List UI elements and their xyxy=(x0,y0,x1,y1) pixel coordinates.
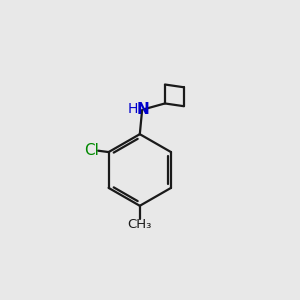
Text: N: N xyxy=(137,102,149,117)
Text: CH₃: CH₃ xyxy=(128,218,152,231)
Text: Cl: Cl xyxy=(84,143,99,158)
Text: H: H xyxy=(127,102,137,116)
